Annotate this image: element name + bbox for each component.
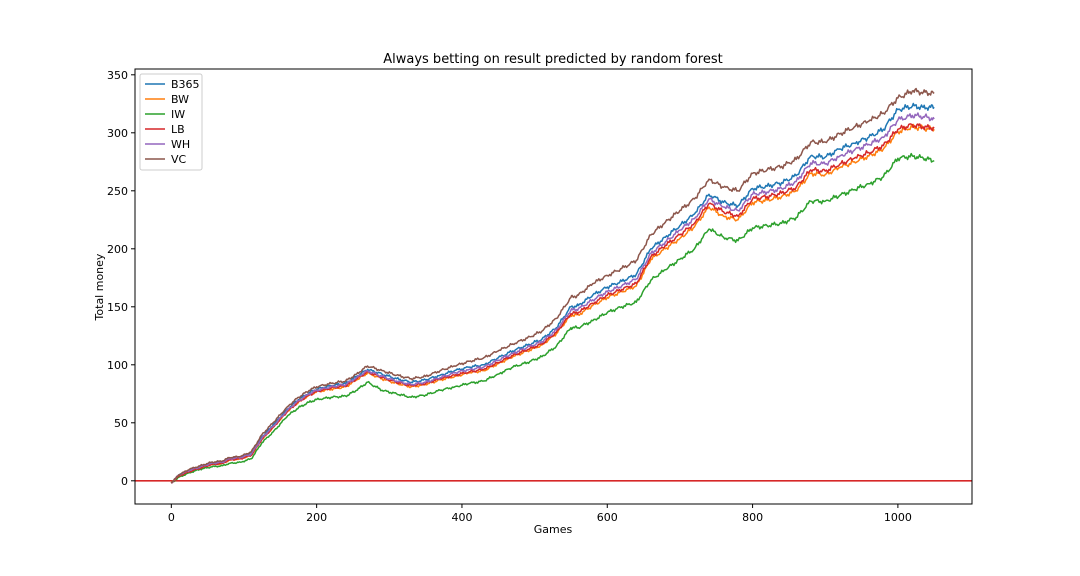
legend-label-bw: BW — [171, 93, 189, 106]
x-tick-label: 400 — [451, 511, 472, 524]
legend-label-b365: B365 — [171, 78, 200, 91]
y-axis-label: Total money — [93, 253, 106, 321]
series-line-vc — [170, 87, 935, 484]
x-tick-label: 1000 — [884, 511, 912, 524]
series-line-wh — [170, 112, 935, 484]
y-tick-label: 200 — [107, 243, 128, 256]
series-line-iw — [170, 152, 935, 484]
y-tick-label: 250 — [107, 185, 128, 198]
legend-label-iw: IW — [171, 108, 185, 121]
y-tick-label: 50 — [114, 417, 128, 430]
legend-box — [139, 73, 203, 171]
y-tick-label: 350 — [107, 69, 128, 82]
legend-label-lb: LB — [171, 123, 185, 136]
x-axis-label: Games — [534, 523, 573, 536]
y-tick-label: 150 — [107, 301, 128, 314]
y-tick-label: 100 — [107, 359, 128, 372]
plot-frame — [134, 68, 973, 505]
y-tick-label: 300 — [107, 127, 128, 140]
series-line-lb — [171, 123, 935, 484]
chart-title: Always betting on result predicted by ra… — [383, 52, 723, 67]
y-tick-label: 0 — [121, 475, 128, 488]
x-tick-label: 600 — [597, 511, 618, 524]
y-axis: 0 50 100 150 200 250 300 350 — [107, 69, 135, 488]
series-line-bw — [170, 123, 935, 484]
series-line-b365 — [170, 102, 935, 484]
legend: B365 BW IW LB WH VC — [139, 73, 203, 171]
x-axis: 0 200 400 600 800 1000 — [168, 504, 912, 524]
x-tick-label: 200 — [306, 511, 327, 524]
legend-label-vc: VC — [171, 153, 187, 166]
x-tick-label: 0 — [168, 511, 175, 524]
x-tick-label: 800 — [742, 511, 763, 524]
legend-label-wh: WH — [171, 138, 190, 151]
